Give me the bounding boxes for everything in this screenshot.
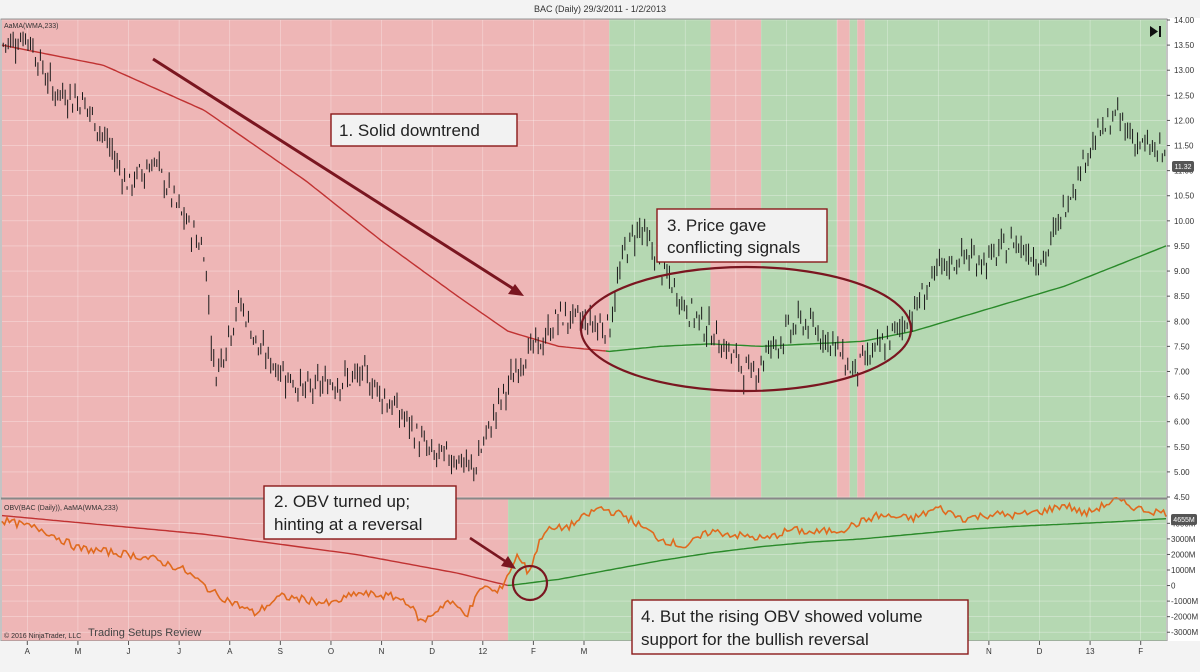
obv-tick-label-2: 2000M — [1171, 550, 1196, 559]
obv-tick-label-7: -3000M — [1171, 628, 1198, 637]
annotation-4: 4. But the rising OBV showed volume supp… — [631, 599, 969, 655]
time-tick-label-8: D — [429, 647, 435, 656]
price-tick-label-11: 8.50 — [1174, 292, 1190, 301]
obv-axis: 4000M3000M2000M1000M0-1000M-2000M-3000M — [1167, 519, 1198, 637]
window-title: BAC (Daily) 29/3/2011 - 1/2/2013 — [534, 4, 666, 14]
time-tick-label-2: J — [127, 647, 131, 656]
watermark-label: Trading Setups Review — [88, 627, 201, 639]
downtrend-arrow — [152, 57, 521, 295]
price-tick-label-10: 9.00 — [1174, 267, 1190, 276]
obv-tick-label-4: 0 — [1171, 582, 1176, 591]
price-region-0 — [2, 19, 610, 498]
annotation-3-line-2: conflicting signals — [667, 238, 800, 257]
time-tick-label-11: M — [581, 647, 588, 656]
price-tick-label-12: 8.00 — [1174, 317, 1190, 326]
title-bar — [0, 0, 1200, 18]
obv-moving-average-line — [1, 514, 508, 587]
annotation-3-line-1: 3. Price gave — [667, 216, 766, 235]
obv-tick-label-1: 3000M — [1171, 535, 1196, 544]
price-tick-label-7: 10.50 — [1174, 192, 1195, 201]
obv-line — [1, 496, 1167, 624]
obv-moving-average-line-bullish — [507, 518, 1167, 587]
current-price-badge: 11.32 — [1172, 161, 1194, 172]
obv-turn-circle — [511, 564, 549, 602]
obv-tick-label-3: 1000M — [1171, 566, 1196, 575]
time-tick-label-3: J — [177, 647, 181, 656]
price-region-5 — [849, 19, 858, 498]
annotation-overlays — [152, 57, 913, 602]
time-tick-label-0: A — [25, 647, 31, 656]
time-tick-label-5: S — [278, 647, 283, 656]
price-tick-label-5: 11.50 — [1174, 142, 1194, 151]
price-moving-average-line-bullish — [605, 245, 1167, 353]
price-tick-label-0: 14.00 — [1174, 16, 1195, 25]
annotation-1: 1. Solid downtrend — [330, 113, 518, 147]
price-tick-label-16: 6.00 — [1174, 418, 1190, 427]
price-tick-label-4: 12.00 — [1174, 116, 1195, 125]
obv-background-regions — [2, 499, 1167, 641]
current-obv-badge: 4655M — [1171, 514, 1197, 525]
price-region-6 — [857, 19, 865, 498]
price-moving-average-line — [1, 44, 606, 352]
time-tick-label-4: A — [227, 647, 233, 656]
jump-to-end-icon[interactable] — [1150, 26, 1161, 37]
time-tick-label-20: D — [1037, 647, 1043, 656]
time-tick-label-9: 12 — [478, 647, 487, 656]
annotation-2-line-2: hinting at a reversal — [274, 515, 422, 534]
annotation-1-line-1: 1. Solid downtrend — [339, 121, 480, 140]
price-tick-label-2: 13.00 — [1174, 66, 1195, 75]
current-obv-label: 4655M — [1173, 517, 1195, 524]
price-tick-label-14: 7.00 — [1174, 367, 1190, 376]
annotation-2: 2. OBV turned up; hinting at a reversal — [263, 485, 457, 540]
price-bars — [2, 31, 1166, 482]
time-tick-label-6: O — [328, 647, 334, 656]
price-tick-label-19: 4.50 — [1174, 493, 1190, 502]
time-tick-label-7: N — [379, 647, 385, 656]
price-tick-label-13: 7.50 — [1174, 342, 1190, 351]
downtrend-arrowhead-icon — [508, 284, 524, 296]
time-tick-label-10: F — [531, 647, 536, 656]
time-tick-label-1: M — [75, 647, 82, 656]
price-panel-border — [0, 18, 1168, 499]
obv-panel[interactable]: OBV(BAC (Daily)), AaMA(WMA,233) © 2016 N… — [0, 496, 1168, 642]
price-tick-label-15: 6.50 — [1174, 393, 1190, 402]
obv-indicator-label: OBV(BAC (Daily)), AaMA(WMA,233) — [4, 505, 118, 512]
current-price-label: 11.32 — [1175, 164, 1192, 171]
price-tick-label-1: 13.50 — [1174, 41, 1195, 50]
price-tick-label-18: 5.00 — [1174, 468, 1190, 477]
obv-tick-label-5: -1000M — [1171, 597, 1198, 606]
obv-turn-arrowhead-icon — [501, 556, 516, 569]
time-tick-label-22: F — [1138, 647, 1143, 656]
price-region-4 — [837, 19, 850, 498]
price-panel[interactable]: AaMA(WMA,233) — [0, 18, 1168, 499]
price-tick-label-3: 12.50 — [1174, 91, 1195, 100]
price-tick-label-8: 10.00 — [1174, 217, 1195, 226]
obv-turn-arrow — [469, 536, 512, 567]
annotation-2-line-1: 2. OBV turned up; — [274, 492, 410, 511]
price-tick-label-9: 9.50 — [1174, 242, 1190, 251]
price-indicator-label: AaMA(WMA,233) — [4, 23, 58, 30]
time-axis-bg — [0, 641, 1200, 672]
price-axis: 14.0013.5013.0012.5012.0011.5011.0010.50… — [1167, 16, 1195, 502]
annotation-3: 3. Price gave conflicting signals — [656, 208, 828, 263]
annotation-4-line-2: support for the bullish reversal — [641, 630, 869, 649]
conflicting-signals-ellipse — [579, 265, 913, 393]
price-tick-label-17: 5.50 — [1174, 443, 1190, 452]
obv-tick-label-6: -2000M — [1171, 613, 1198, 622]
time-tick-label-21: 13 — [1086, 647, 1095, 656]
time-tick-label-19: N — [986, 647, 992, 656]
price-region-7 — [864, 19, 1166, 498]
copyright-label: © 2016 NinjaTrader, LLC — [4, 632, 81, 640]
annotation-4-line-1: 4. But the rising OBV showed volume — [641, 607, 923, 626]
